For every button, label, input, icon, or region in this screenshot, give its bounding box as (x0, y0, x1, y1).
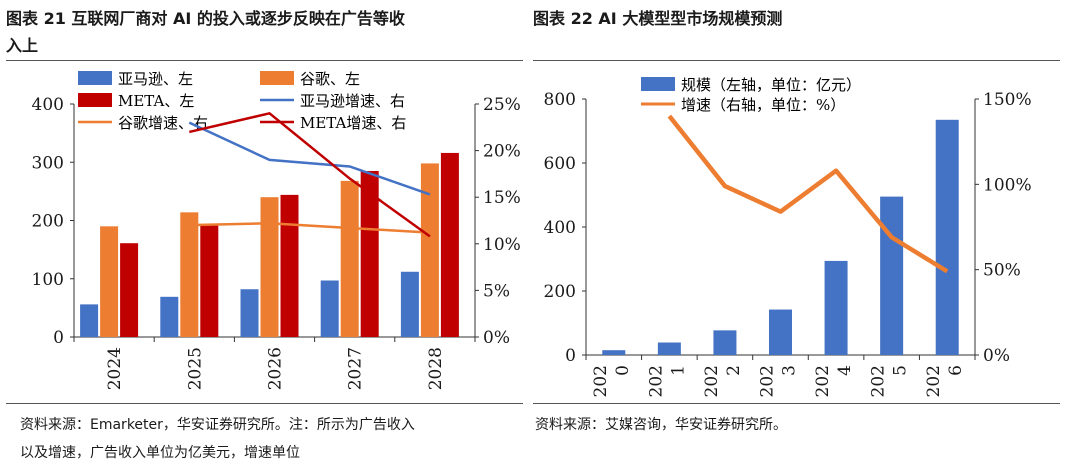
x-tick-label: 2027 (346, 347, 366, 390)
bar (713, 330, 737, 355)
right-chart-title: 图表 22 AI 大模型型市场规模预测 (533, 9, 783, 28)
bar (935, 119, 959, 355)
x-tick-label-suffix: 1 (668, 365, 688, 376)
y-tick-label: 300 (32, 153, 64, 173)
right-chart: 规模（左轴，单位：亿元） 增速（右轴，单位：%） 0 200 400 600 800 0%… (544, 76, 1032, 397)
legend-swatch-google (260, 71, 294, 85)
y2-tick-label: 100% (983, 175, 1032, 195)
x-tick-label-suffix: 2 (724, 365, 744, 376)
y-tick-label: 400 (544, 218, 576, 238)
legend-label-growth: 增速（右轴，单位：%） (681, 96, 845, 114)
y2-tick-label: 50% (983, 261, 1021, 281)
y-tick-label: 200 (544, 282, 576, 302)
x-tick-label: 202 (702, 365, 722, 397)
bar (824, 260, 848, 355)
x-tick-label: 202 (591, 365, 611, 397)
x-tick-label-suffix: 4 (835, 365, 855, 376)
y2-tick-label: 5% (483, 281, 510, 301)
x-tick-label: 2026 (266, 347, 286, 390)
y-tick-label: 0 (565, 346, 576, 366)
y-tick-label: 0 (53, 328, 64, 348)
left-source-line2: 以及增速，广告收入单位为亿美元，增速单位 (20, 445, 300, 461)
x-tick-label-suffix: 3 (780, 365, 800, 376)
bar (440, 152, 459, 337)
legend-label-google-growth: 谷歌增速、右 (118, 114, 208, 132)
legend-swatch-scale (641, 77, 675, 91)
x-tick-label: 202 (924, 365, 944, 397)
legend-swatch-amazon (78, 71, 112, 85)
y-tick-label: 800 (544, 90, 576, 110)
bar (657, 342, 681, 355)
bar (880, 196, 904, 355)
x-tick-label: 2028 (426, 347, 446, 390)
bar (200, 225, 219, 337)
y2-tick-label: 0% (983, 346, 1010, 366)
bar (80, 304, 99, 337)
legend-label-scale: 规模（左轴，单位：亿元） (681, 76, 861, 94)
y2-tick-label: 20% (483, 142, 521, 162)
legend-label-google: 谷歌、左 (300, 70, 360, 88)
x-tick-label: 202 (758, 365, 778, 397)
right-title-rule (533, 60, 1060, 61)
bar (100, 226, 119, 337)
legend-label-meta-growth: META增速、右 (300, 114, 406, 132)
x-tick-label-suffix: 6 (946, 365, 966, 376)
y-tick-label: 400 (32, 95, 64, 115)
bar (400, 271, 419, 337)
left-source-line1: 资料来源：Emarketer，华安证券研究所。注：所示为广告收入 (20, 417, 415, 433)
left-chart: 亚马逊、左 谷歌、左 META、左 亚马逊增速、右 谷歌增速、右 META增速、… (32, 70, 521, 390)
right-source-rule (533, 403, 1060, 404)
bar (602, 350, 626, 355)
x-tick-label: 202 (813, 365, 833, 397)
bar (160, 296, 179, 337)
y2-tick-label: 0% (483, 328, 510, 348)
y-tick-label: 100 (32, 270, 64, 290)
bar (240, 289, 259, 337)
right-source: 资料来源：艾媒咨询，华安证券研究所。 (535, 417, 787, 433)
x-tick-label: 2025 (185, 347, 205, 390)
bar (420, 163, 439, 337)
x-tick-label: 202 (646, 365, 666, 397)
bar (360, 170, 379, 337)
y2-tick-label: 150% (983, 90, 1032, 110)
bar (340, 180, 359, 337)
x-tick-label-suffix: 5 (891, 365, 911, 376)
bar (280, 194, 299, 337)
growth-line (667, 114, 949, 274)
legend-label-meta: META、左 (118, 92, 194, 110)
legend-label-amazon-growth: 亚马逊增速、右 (300, 92, 405, 110)
y2-tick-label: 15% (483, 188, 521, 208)
x-tick-label-suffix: 0 (613, 365, 633, 376)
y2-tick-label: 10% (483, 235, 521, 255)
x-tick-label: 2024 (105, 347, 125, 390)
x-tick-label: 202 (869, 365, 889, 397)
series-line (189, 111, 431, 238)
bar (120, 243, 139, 337)
y-tick-label: 600 (544, 154, 576, 174)
left-title-rule (6, 60, 523, 61)
series-line (189, 222, 430, 234)
legend-label-amazon: 亚马逊、左 (118, 70, 193, 88)
bar (260, 197, 279, 337)
y2-tick-label: 25% (483, 95, 521, 115)
left-source-rule (6, 403, 523, 404)
left-chart-title: 图表 21 互联网厂商对 AI 的投入或逐步反映在广告等收 (6, 9, 405, 28)
left-chart-title-line2: 入上 (6, 36, 39, 55)
bar (180, 212, 199, 337)
y-tick-label: 200 (32, 212, 64, 232)
series-line (188, 121, 431, 196)
bar (769, 309, 792, 355)
legend-swatch-meta (78, 93, 112, 107)
bar (320, 280, 339, 337)
